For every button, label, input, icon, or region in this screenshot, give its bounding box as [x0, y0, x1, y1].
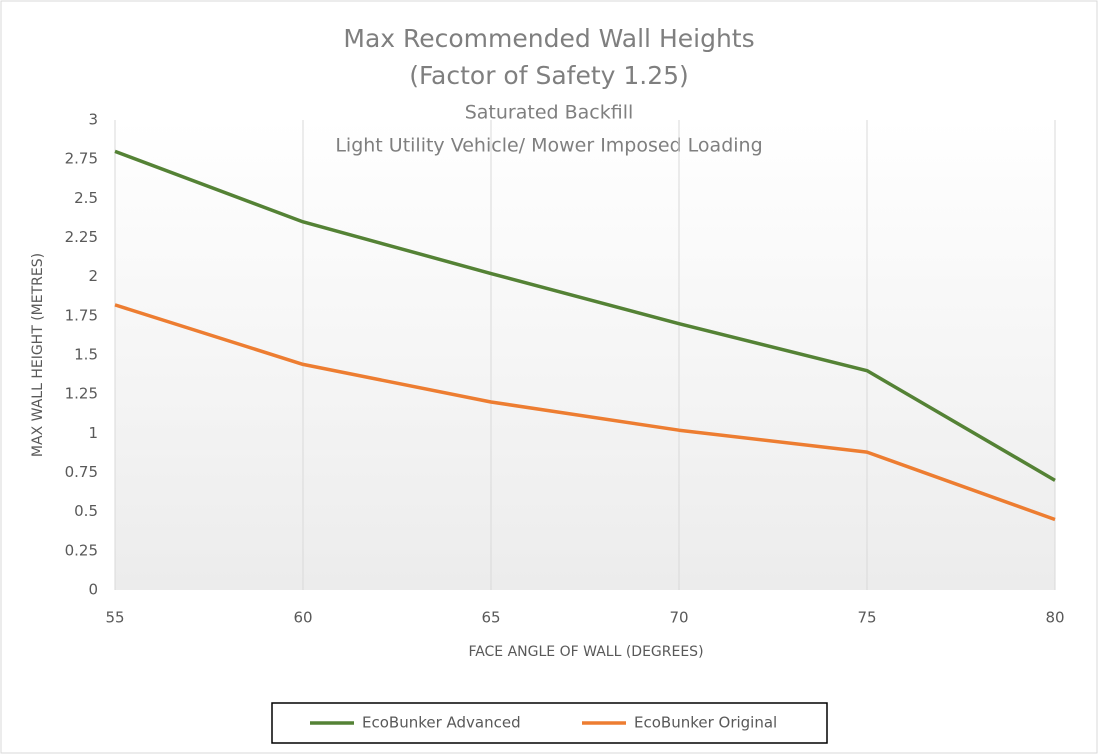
chart-subtitle: Saturated Backfill — [465, 102, 634, 124]
chart-title: Max Recommended Wall Heights — [343, 24, 754, 53]
legend-label: EcoBunker Advanced — [362, 714, 521, 732]
y-tick-label: 1 — [88, 424, 98, 442]
x-axis-label: FACE ANGLE OF WALL (DEGREES) — [468, 644, 703, 660]
y-tick-label: 1.25 — [65, 385, 98, 403]
chart-title: (Factor of Safety 1.25) — [409, 61, 689, 90]
plot-area — [115, 120, 1055, 590]
y-tick-label: 0 — [88, 581, 98, 599]
x-tick-label: 65 — [481, 609, 500, 627]
chart-subtitle: Light Utility Vehicle/ Mower Imposed Loa… — [335, 135, 762, 157]
x-tick-label: 70 — [669, 609, 688, 627]
x-tick-label: 75 — [857, 609, 876, 627]
x-tick-label: 60 — [293, 609, 312, 627]
y-tick-label: 0.5 — [74, 502, 98, 520]
y-tick-label: 1.75 — [65, 306, 98, 324]
y-tick-label: 2 — [88, 267, 98, 285]
y-tick-label: 1.5 — [74, 346, 98, 364]
y-tick-label: 2.5 — [74, 189, 98, 207]
y-axis-label: MAX WALL HEIGHT (METRES) — [30, 253, 46, 457]
line-series — [114, 149, 1056, 482]
line-series — [114, 303, 1056, 522]
y-tick-label: 0.75 — [65, 463, 98, 481]
x-tick-label: 55 — [105, 609, 124, 627]
legend — [271, 702, 828, 744]
legend-label: EcoBunker Original — [634, 714, 777, 732]
y-tick-label: 2.75 — [65, 150, 98, 168]
y-tick-label: 3 — [88, 111, 98, 129]
y-tick-label: 2.25 — [65, 228, 98, 246]
y-tick-label: 0.25 — [65, 541, 98, 559]
x-tick-label: 80 — [1045, 609, 1064, 627]
